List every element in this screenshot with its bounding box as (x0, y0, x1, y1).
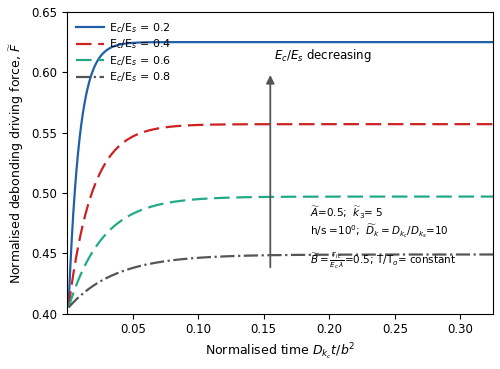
Text: $\widetilde{A}$=0.5;  $\widetilde{k}_3$= 5: $\widetilde{A}$=0.5; $\widetilde{k}_3$= … (310, 204, 384, 221)
Y-axis label: Normalised debonding driving force, $\widetilde{F}$: Normalised debonding driving force, $\wi… (7, 42, 26, 284)
Text: h/s =10$^0$;  $\widetilde{D}_k = D_{k_c}/D_{k_s}$=10: h/s =10$^0$; $\widetilde{D}_k = D_{k_c}/… (310, 223, 448, 241)
X-axis label: Normalised time $D_{k_c}t/b^2$: Normalised time $D_{k_c}t/b^2$ (205, 342, 356, 362)
Text: $E_c/E_s$ decreasing: $E_c/E_s$ decreasing (274, 47, 372, 64)
Text: $\widetilde{B} = \frac{\Gamma_{Ic}}{E_c\,\lambda}$=0.5; T/T$_o$= constant: $\widetilde{B} = \frac{\Gamma_{Ic}}{E_c\… (310, 250, 456, 271)
Legend: E$_c$/E$_s$ = 0.2, E$_c$/E$_s$ = 0.4, E$_c$/E$_s$ = 0.6, E$_c$/E$_s$ = 0.8: E$_c$/E$_s$ = 0.2, E$_c$/E$_s$ = 0.4, E$… (72, 17, 175, 88)
